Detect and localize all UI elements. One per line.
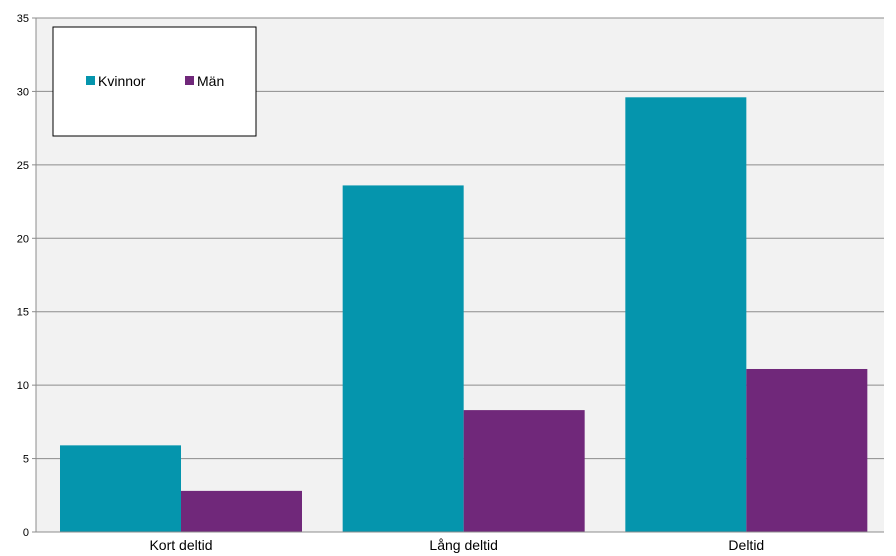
legend-label-män: Män bbox=[197, 73, 224, 89]
y-tick-label: 0 bbox=[23, 527, 29, 539]
y-tick-label: 10 bbox=[17, 380, 29, 392]
bar-män-1 bbox=[181, 490, 302, 532]
x-axis: Kort deltid Lång deltid Deltid bbox=[36, 531, 884, 553]
y-tick-label: 35 bbox=[17, 13, 29, 25]
y-tick-label: 5 bbox=[23, 454, 29, 466]
y-tick-label: 15 bbox=[17, 307, 29, 319]
bar-kvinnor-2 bbox=[342, 185, 464, 532]
bar-kvinnor-1 bbox=[60, 445, 181, 532]
y-tick-label: 30 bbox=[17, 86, 29, 98]
bars bbox=[60, 97, 868, 532]
bar-män-2 bbox=[463, 410, 585, 532]
legend-box bbox=[52, 26, 257, 137]
legend-swatch-kvinnor bbox=[86, 76, 95, 85]
bar-kvinnor-3 bbox=[625, 97, 747, 532]
legend-label-kvinnor: Kvinnor bbox=[98, 73, 146, 89]
bar-män-3 bbox=[746, 368, 868, 532]
y-axis: 0 5 10 15 20 25 30 35 bbox=[17, 13, 37, 539]
legend-swatch-män bbox=[185, 76, 194, 85]
x-category-label: Deltid bbox=[728, 537, 764, 553]
legend: Kvinnor Män bbox=[52, 26, 257, 137]
y-tick-label: 20 bbox=[17, 233, 29, 245]
y-tick-label: 25 bbox=[17, 160, 29, 172]
x-category-label: Kort deltid bbox=[149, 537, 212, 553]
x-category-label: Lång deltid bbox=[429, 537, 498, 553]
